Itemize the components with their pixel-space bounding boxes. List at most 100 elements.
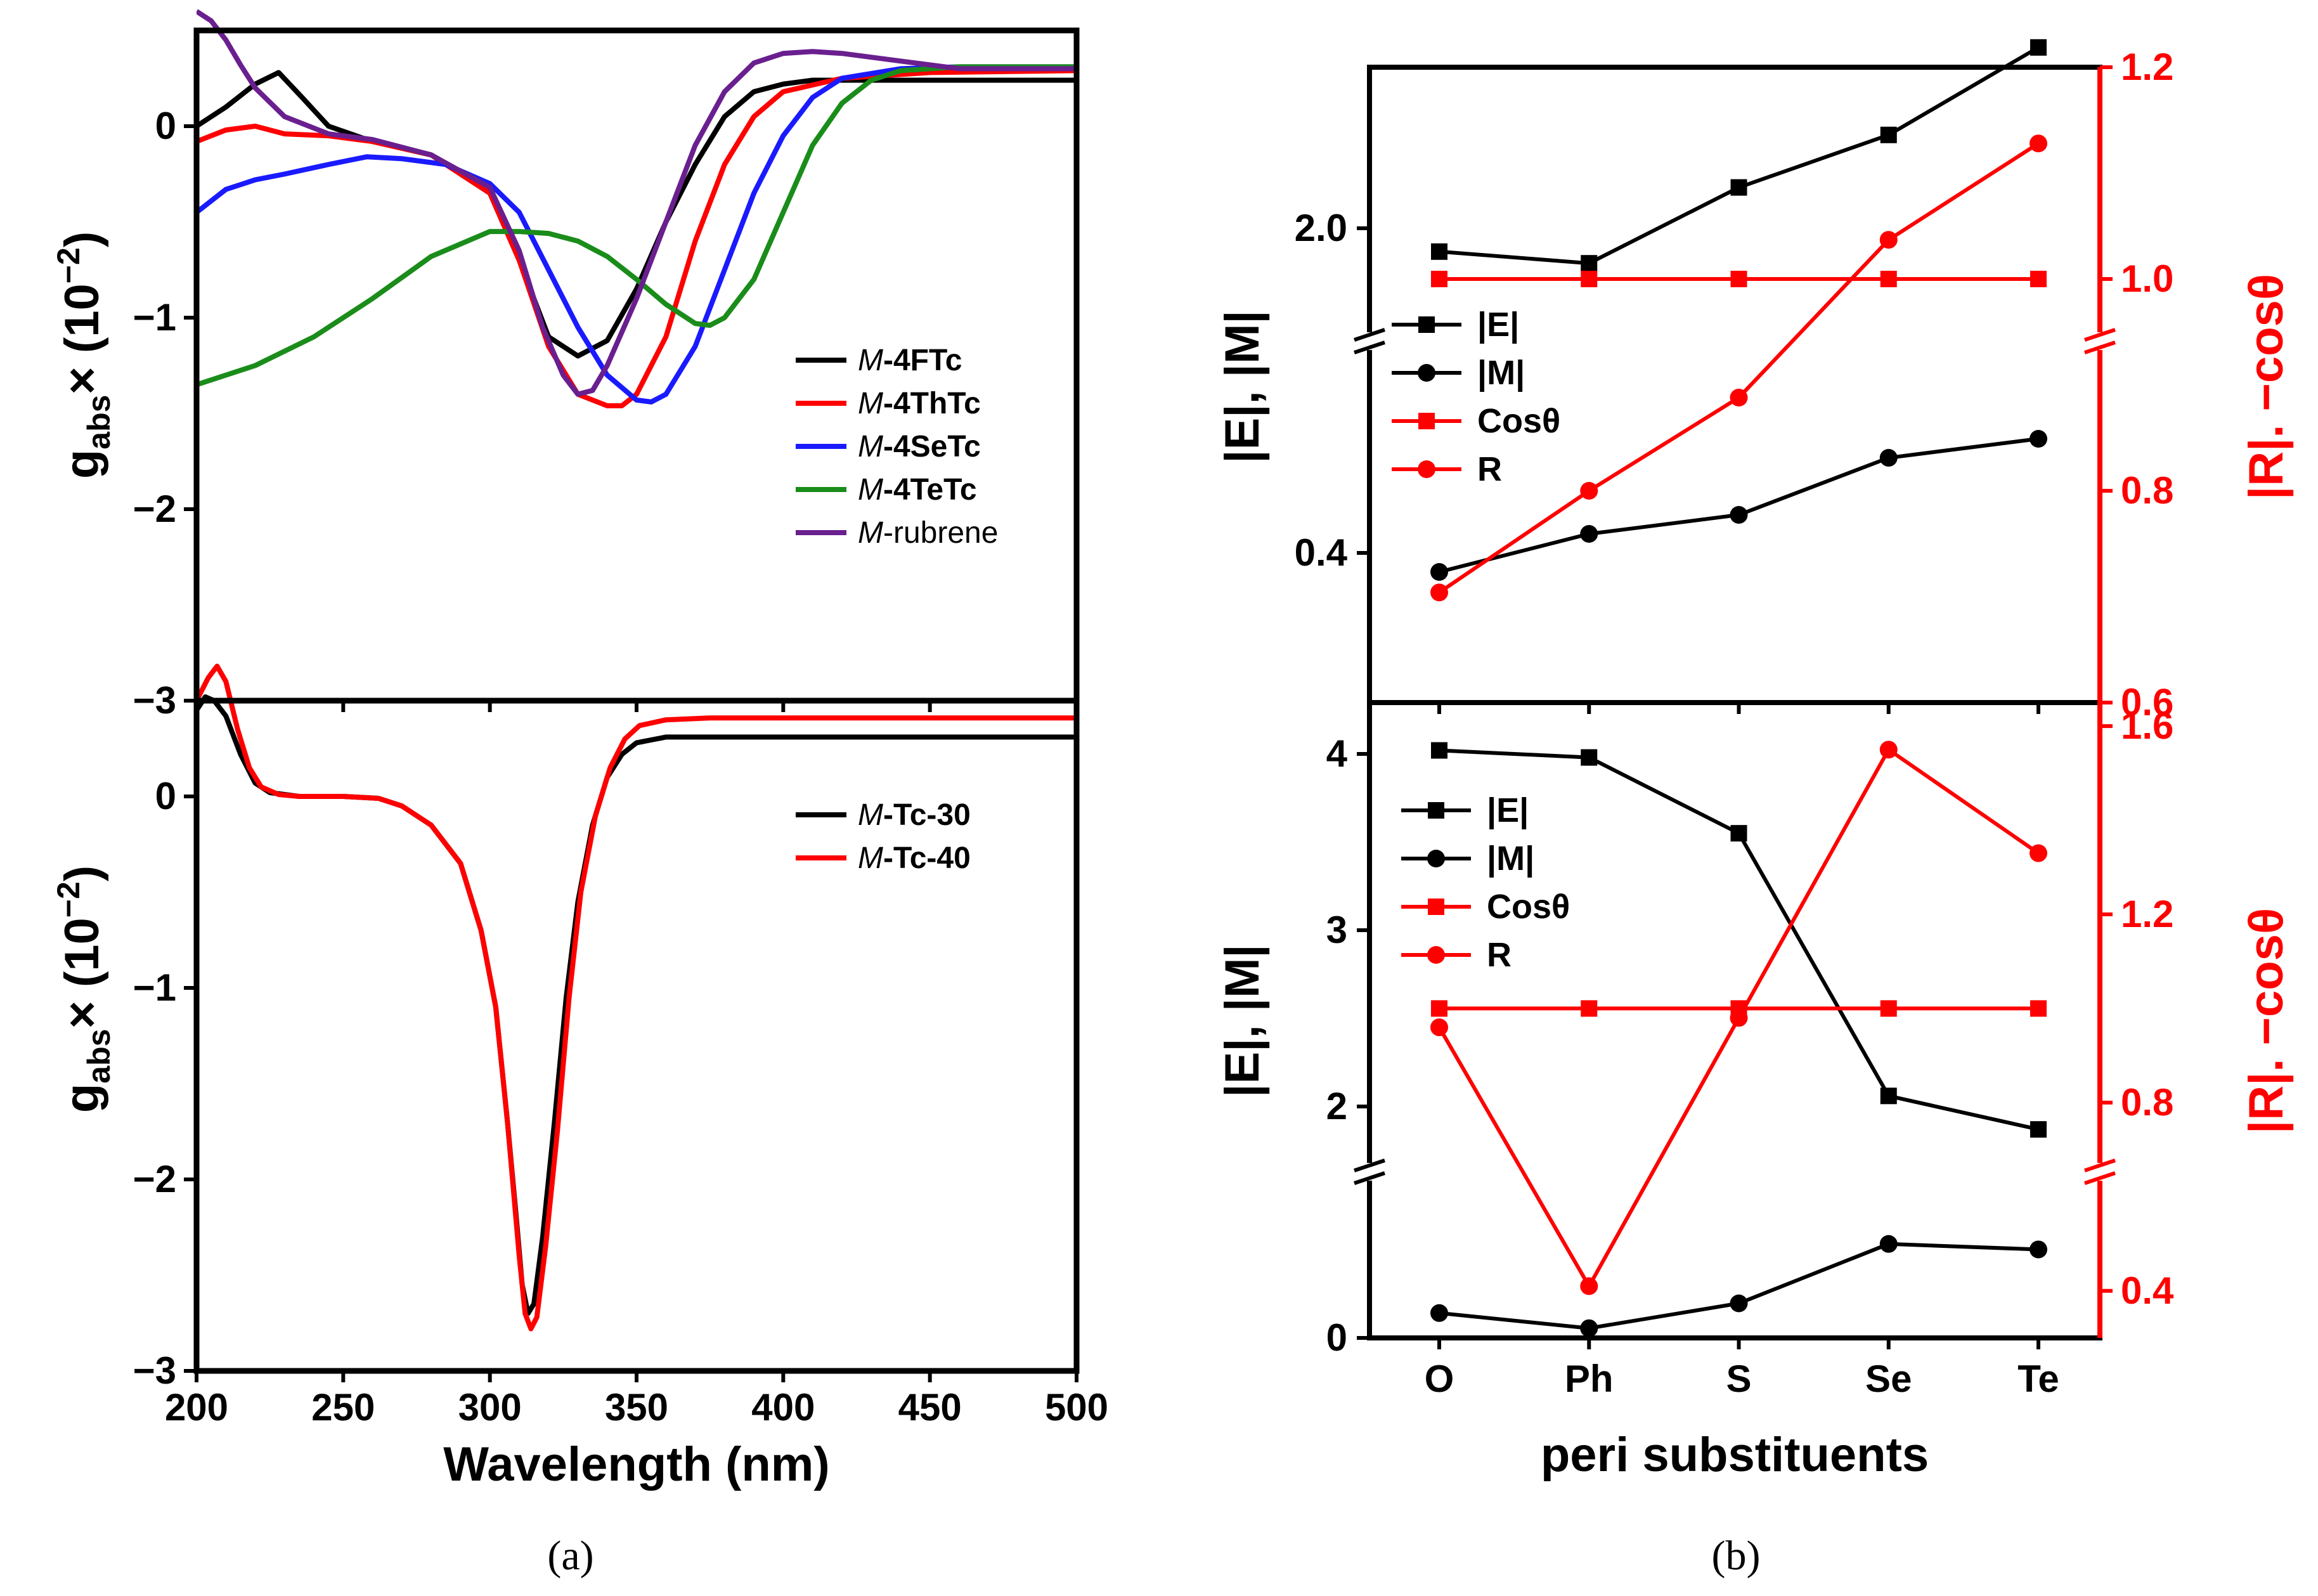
b-top-legend: |E| |M| Cosθ R [1392, 306, 1560, 488]
b-xtick-label-4: Te [2017, 1358, 2059, 1400]
b-top-axes: 2.0 0.4 0.6 0.8 1.0 1.2 [1295, 46, 2174, 723]
b-point-circle-3-1-2 [1730, 1294, 1748, 1313]
a-top-series-line-2 [197, 64, 1077, 405]
a-top-ylabel: gabs× (10−2) [51, 231, 117, 479]
legend-name: -4FTc [883, 344, 962, 377]
b-left-axis-break-2-line-1 [1354, 328, 1385, 342]
a-top-series-line-1 [197, 68, 1077, 408]
legend-label-b-bottom-legend-2: Cosθ [1487, 888, 1570, 926]
b-point-circle-2-3-4 [2030, 134, 2047, 153]
b-right-axis-break-2-line-1 [2084, 328, 2116, 342]
b-left-axis-break-3-line-1 [1354, 1158, 1385, 1172]
a-top-series-line-3 [197, 64, 1077, 387]
legend-prefix: M [858, 798, 883, 832]
legend-marker-b-top-legend-1 [1418, 364, 1435, 382]
a-ytick-label-0-3: −3 [133, 679, 176, 722]
b-right-tick-label-3-0: 0.4 [2121, 1269, 2174, 1312]
b-left-tick-label-2-1: 0.4 [1295, 531, 1348, 574]
legend-label-a-bottom-legend-1: M-Tc-40 [858, 841, 971, 875]
b-point-circle-2-1-4 [2030, 430, 2047, 448]
a-ytick-label-1-2: −2 [133, 1158, 176, 1200]
legend-label-b-top-legend-1: |M| [1477, 354, 1525, 393]
b-right-tick-label-2-1: 0.8 [2121, 469, 2173, 512]
b-point-circle-2-3-0 [1430, 583, 1448, 602]
a-ytick-label-1-1: −1 [133, 966, 176, 1009]
legend-label-b-bottom-legend-1: |M| [1487, 840, 1534, 878]
b-point-square-2-2-1 [1581, 271, 1598, 287]
legend-name: -rubrene [883, 516, 998, 550]
b-top-series-line-3 [1438, 141, 2040, 594]
legend-prefix: M [858, 841, 883, 875]
legend-label-b-bottom-legend-0: |E| [1487, 791, 1529, 830]
legend-prefix: M [858, 430, 883, 464]
legend-marker-b-bottom-legend-2 [1428, 899, 1444, 915]
a-top-axes: 0 −1 −2 −3 [133, 105, 1078, 722]
a-ytick-label-1-0: 0 [155, 775, 176, 817]
legend-prefix: M [858, 516, 883, 550]
b-point-square-2-2-4 [2030, 271, 2047, 287]
a-bottom-ylabel-main: g [55, 1084, 109, 1113]
b-point-square-3-2-4 [2030, 1000, 2047, 1017]
b-point-circle-3-3-2 [1730, 1009, 1748, 1027]
b-point-circle-3-3-1 [1580, 1277, 1598, 1295]
b-point-circle-3-1-0 [1430, 1304, 1448, 1322]
a-xtick-label-5: 450 [898, 1386, 962, 1429]
legend-name: -4ThTc [883, 387, 981, 420]
b-right-tick-label-3-1: 0.8 [2121, 1081, 2173, 1124]
a-xtick-label-0: 200 [165, 1386, 228, 1429]
b-bottom-series-line-0 [1439, 748, 2039, 1132]
b-xtick-label-3: Se [1865, 1358, 1912, 1400]
b-point-circle-3-3-4 [2030, 844, 2047, 862]
b-top-series-line-1 [1439, 437, 2039, 574]
legend-label-b-top-legend-2: Cosθ [1477, 402, 1560, 440]
b-point-square-2-2-2 [1730, 271, 1747, 287]
b-right-tick-label-3-2: 1.2 [2121, 893, 2173, 935]
b-left-axis-break-3-line-2 [1354, 1171, 1385, 1185]
a-top-series-line-0 [197, 70, 1077, 359]
b-point-circle-2-3-2 [1730, 389, 1748, 407]
a-xtick-label-4: 400 [751, 1386, 815, 1429]
legend-label-a-top-legend-2: M-4SeTc [858, 430, 981, 464]
legend-name: -4TeTc [883, 473, 977, 507]
b-xtick-label-2: S [1726, 1358, 1751, 1400]
b-point-circle-3-1-1 [1580, 1319, 1598, 1337]
a-top-series-line-4 [197, 9, 1077, 397]
a-xtick-label-3: 350 [605, 1386, 668, 1429]
legend-marker-b-top-legend-0 [1418, 316, 1435, 333]
b-point-square-2-2-0 [1431, 271, 1447, 287]
b-point-square-2-0-3 [1880, 126, 1897, 143]
legend-name: -Tc-40 [883, 841, 971, 875]
b-point-circle-3-3-0 [1430, 1018, 1448, 1037]
a-bottom-plot-area [197, 663, 1077, 1332]
a-ytick-label-0-2: −2 [133, 488, 176, 530]
a-bottom-ylabel-tail: × (10 [55, 918, 109, 1028]
b-point-square-3-0-4 [2030, 1121, 2047, 1138]
legend-marker-b-bottom-legend-3 [1427, 946, 1445, 964]
b-top-series-line-0 [1439, 46, 2040, 266]
b-top-ylabel: |E|, |M| [1215, 310, 1270, 463]
b-right-tick-label-2-2: 1.0 [2121, 257, 2173, 300]
b-bottom-ylabel: |E|, |M| [1215, 944, 1270, 1097]
a-top-ylabel-main: g [55, 450, 109, 479]
b-point-circle-2-3-1 [1580, 482, 1598, 500]
b-point-square-3-0-0 [1431, 742, 1447, 759]
b-xtick-label-0: O [1425, 1358, 1454, 1400]
a-top-ylabel-sub: abs [81, 395, 117, 450]
b-right-tick-label-2-0: 0.6 [2121, 681, 2173, 723]
panel-label-b: (b) [1712, 1533, 1761, 1579]
b-point-circle-2-1-1 [1580, 525, 1598, 543]
b-point-square-2-0-4 [2030, 39, 2047, 56]
a-bottom-ylabel-close: ) [55, 866, 109, 881]
a-top-ylabel-exp: −2 [51, 247, 86, 283]
legend-name: -4SeTc [883, 430, 981, 464]
panel-label-a: (a) [547, 1533, 593, 1579]
b-top-ylabel-right: |R|. −cosθ [2239, 274, 2294, 500]
b-left-tick-label-3-3: 0 [1326, 1316, 1347, 1359]
b-point-square-3-0-3 [1880, 1087, 1897, 1105]
b-point-square-2-0-1 [1581, 255, 1598, 272]
b-point-circle-2-1-2 [1730, 506, 1748, 524]
b-top-plot-area [1430, 39, 2047, 602]
b-point-circle-3-1-4 [2030, 1240, 2047, 1259]
b-point-circle-2-3-3 [1879, 231, 1898, 249]
